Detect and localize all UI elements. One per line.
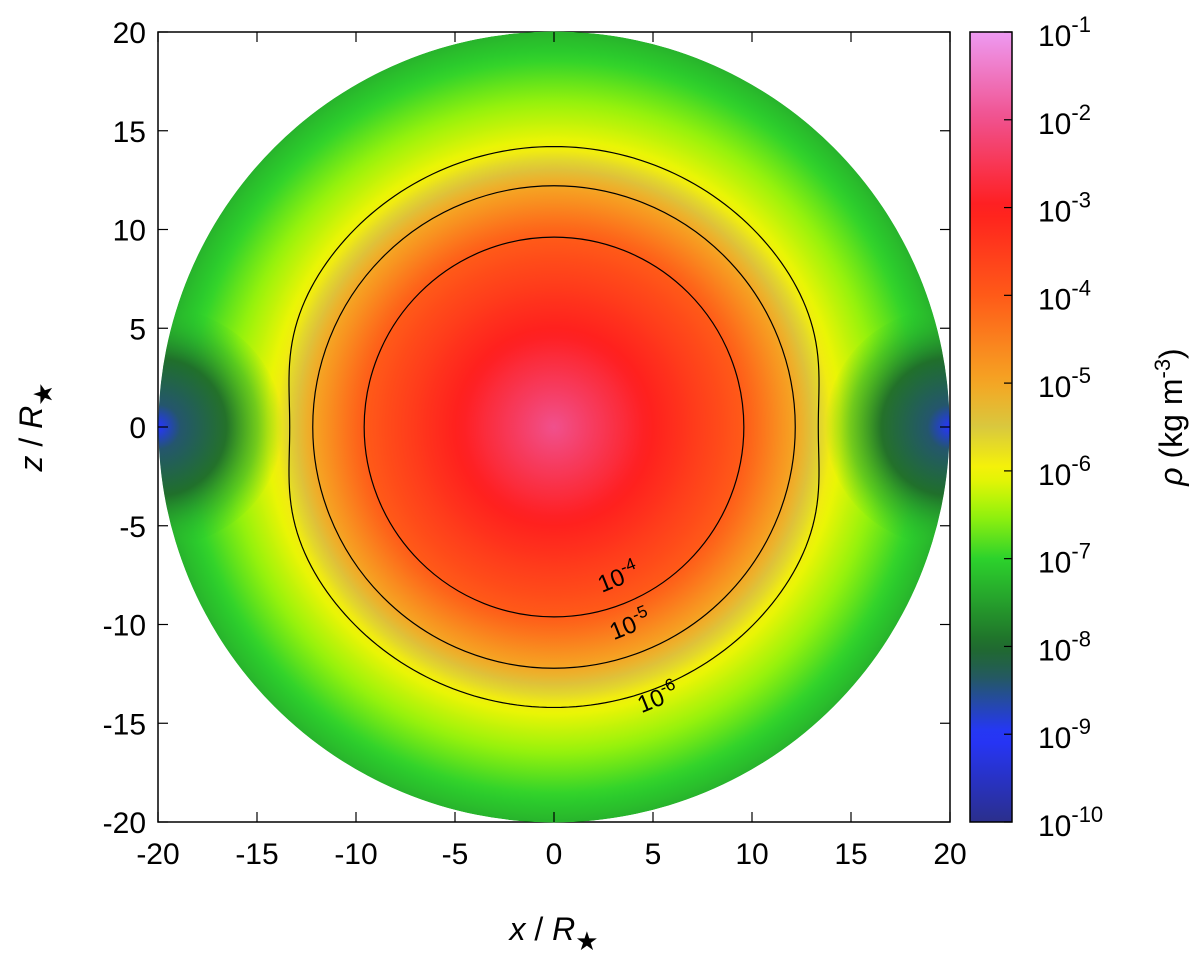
x-axis-sym: R: [552, 911, 575, 947]
density-field: [158, 31, 950, 823]
contour-line: [312, 185, 796, 669]
y-axis-sep: /: [13, 429, 49, 456]
colorbar-var: ρ: [1153, 467, 1189, 486]
colorbar-tick-label: 10-1: [1038, 12, 1091, 53]
y-tick-label: 15: [113, 116, 146, 149]
colorbar-tick-label: 10-3: [1038, 188, 1091, 229]
y-tick-label: 20: [113, 17, 146, 50]
colorbar-label: ρ (kg m-3): [1150, 348, 1189, 486]
colorbar-tick-label: 10-5: [1038, 363, 1091, 404]
density-disk: [158, 31, 950, 823]
colorbar-unit-pre: (kg m: [1153, 379, 1189, 468]
colorbar-tick-label: 10-6: [1038, 451, 1091, 492]
colorbar-tick-label: 10-10: [1038, 802, 1103, 843]
low-density-lobe-left: [158, 307, 283, 547]
y-tick-label: -20: [103, 807, 146, 840]
colorbar-tick-label: 10-7: [1038, 539, 1091, 580]
y-tick-label: 5: [129, 313, 146, 346]
y-axis-sym: R: [13, 406, 49, 429]
y-tick-label: 0: [129, 412, 146, 445]
contour-line: [363, 236, 745, 618]
y-axis-label: z / R★: [13, 382, 58, 472]
y-tick-label: -5: [119, 511, 146, 544]
colorbar-gradient-bar: [969, 31, 1013, 823]
x-tick-label: -20: [136, 838, 179, 871]
x-tick-label: -10: [334, 838, 377, 871]
y-axis-sub: ★: [28, 382, 58, 405]
x-tick-label: 15: [834, 838, 867, 871]
equatorial-low-density-lobes: [158, 307, 950, 547]
colorbar-tick-label: 10-4: [1038, 275, 1091, 316]
y-tick-label: -15: [103, 708, 146, 741]
x-axis-sub: ★: [575, 926, 598, 956]
colorbar-tick-label: 10-9: [1038, 714, 1091, 755]
x-tick-label: 0: [546, 838, 563, 871]
x-axis-ticks: -20 -15 -10 -5 0 5 10 15 20: [136, 32, 967, 871]
colorbar-unit-post: ): [1153, 348, 1189, 359]
colorbar-unit-sup: -3: [1150, 359, 1175, 379]
x-tick-label: -15: [235, 838, 278, 871]
y-tick-label: 10: [113, 215, 146, 248]
colorbar-ticks: 10-1 10-2 10-3 10-4 10-5 10-6 10-7 10-8 10-9 10-1…: [1004, 12, 1103, 843]
y-axis-ticks: -20 -15 -10 -5 0 5 10 15 20: [103, 17, 950, 840]
colorbar-tick-label: 10-2: [1038, 100, 1091, 141]
colorbar: 10-1 10-2 10-3 10-4 10-5 10-6 10-7 10-8 10-9 10-1…: [969, 12, 1189, 843]
x-tick-label: -5: [442, 838, 469, 871]
x-axis-sep: /: [525, 911, 552, 947]
x-axis-label: x / R★: [507, 911, 598, 956]
colorbar-tick-label: 10-8: [1038, 626, 1091, 667]
x-tick-label: 20: [933, 838, 966, 871]
y-axis-var: z: [13, 456, 49, 473]
contour-line: [288, 145, 820, 709]
x-axis-var: x: [507, 911, 526, 947]
y-tick-label: -10: [103, 610, 146, 643]
x-tick-label: 10: [735, 838, 768, 871]
x-tick-label: 5: [645, 838, 662, 871]
low-density-lobe-right: [825, 307, 950, 547]
